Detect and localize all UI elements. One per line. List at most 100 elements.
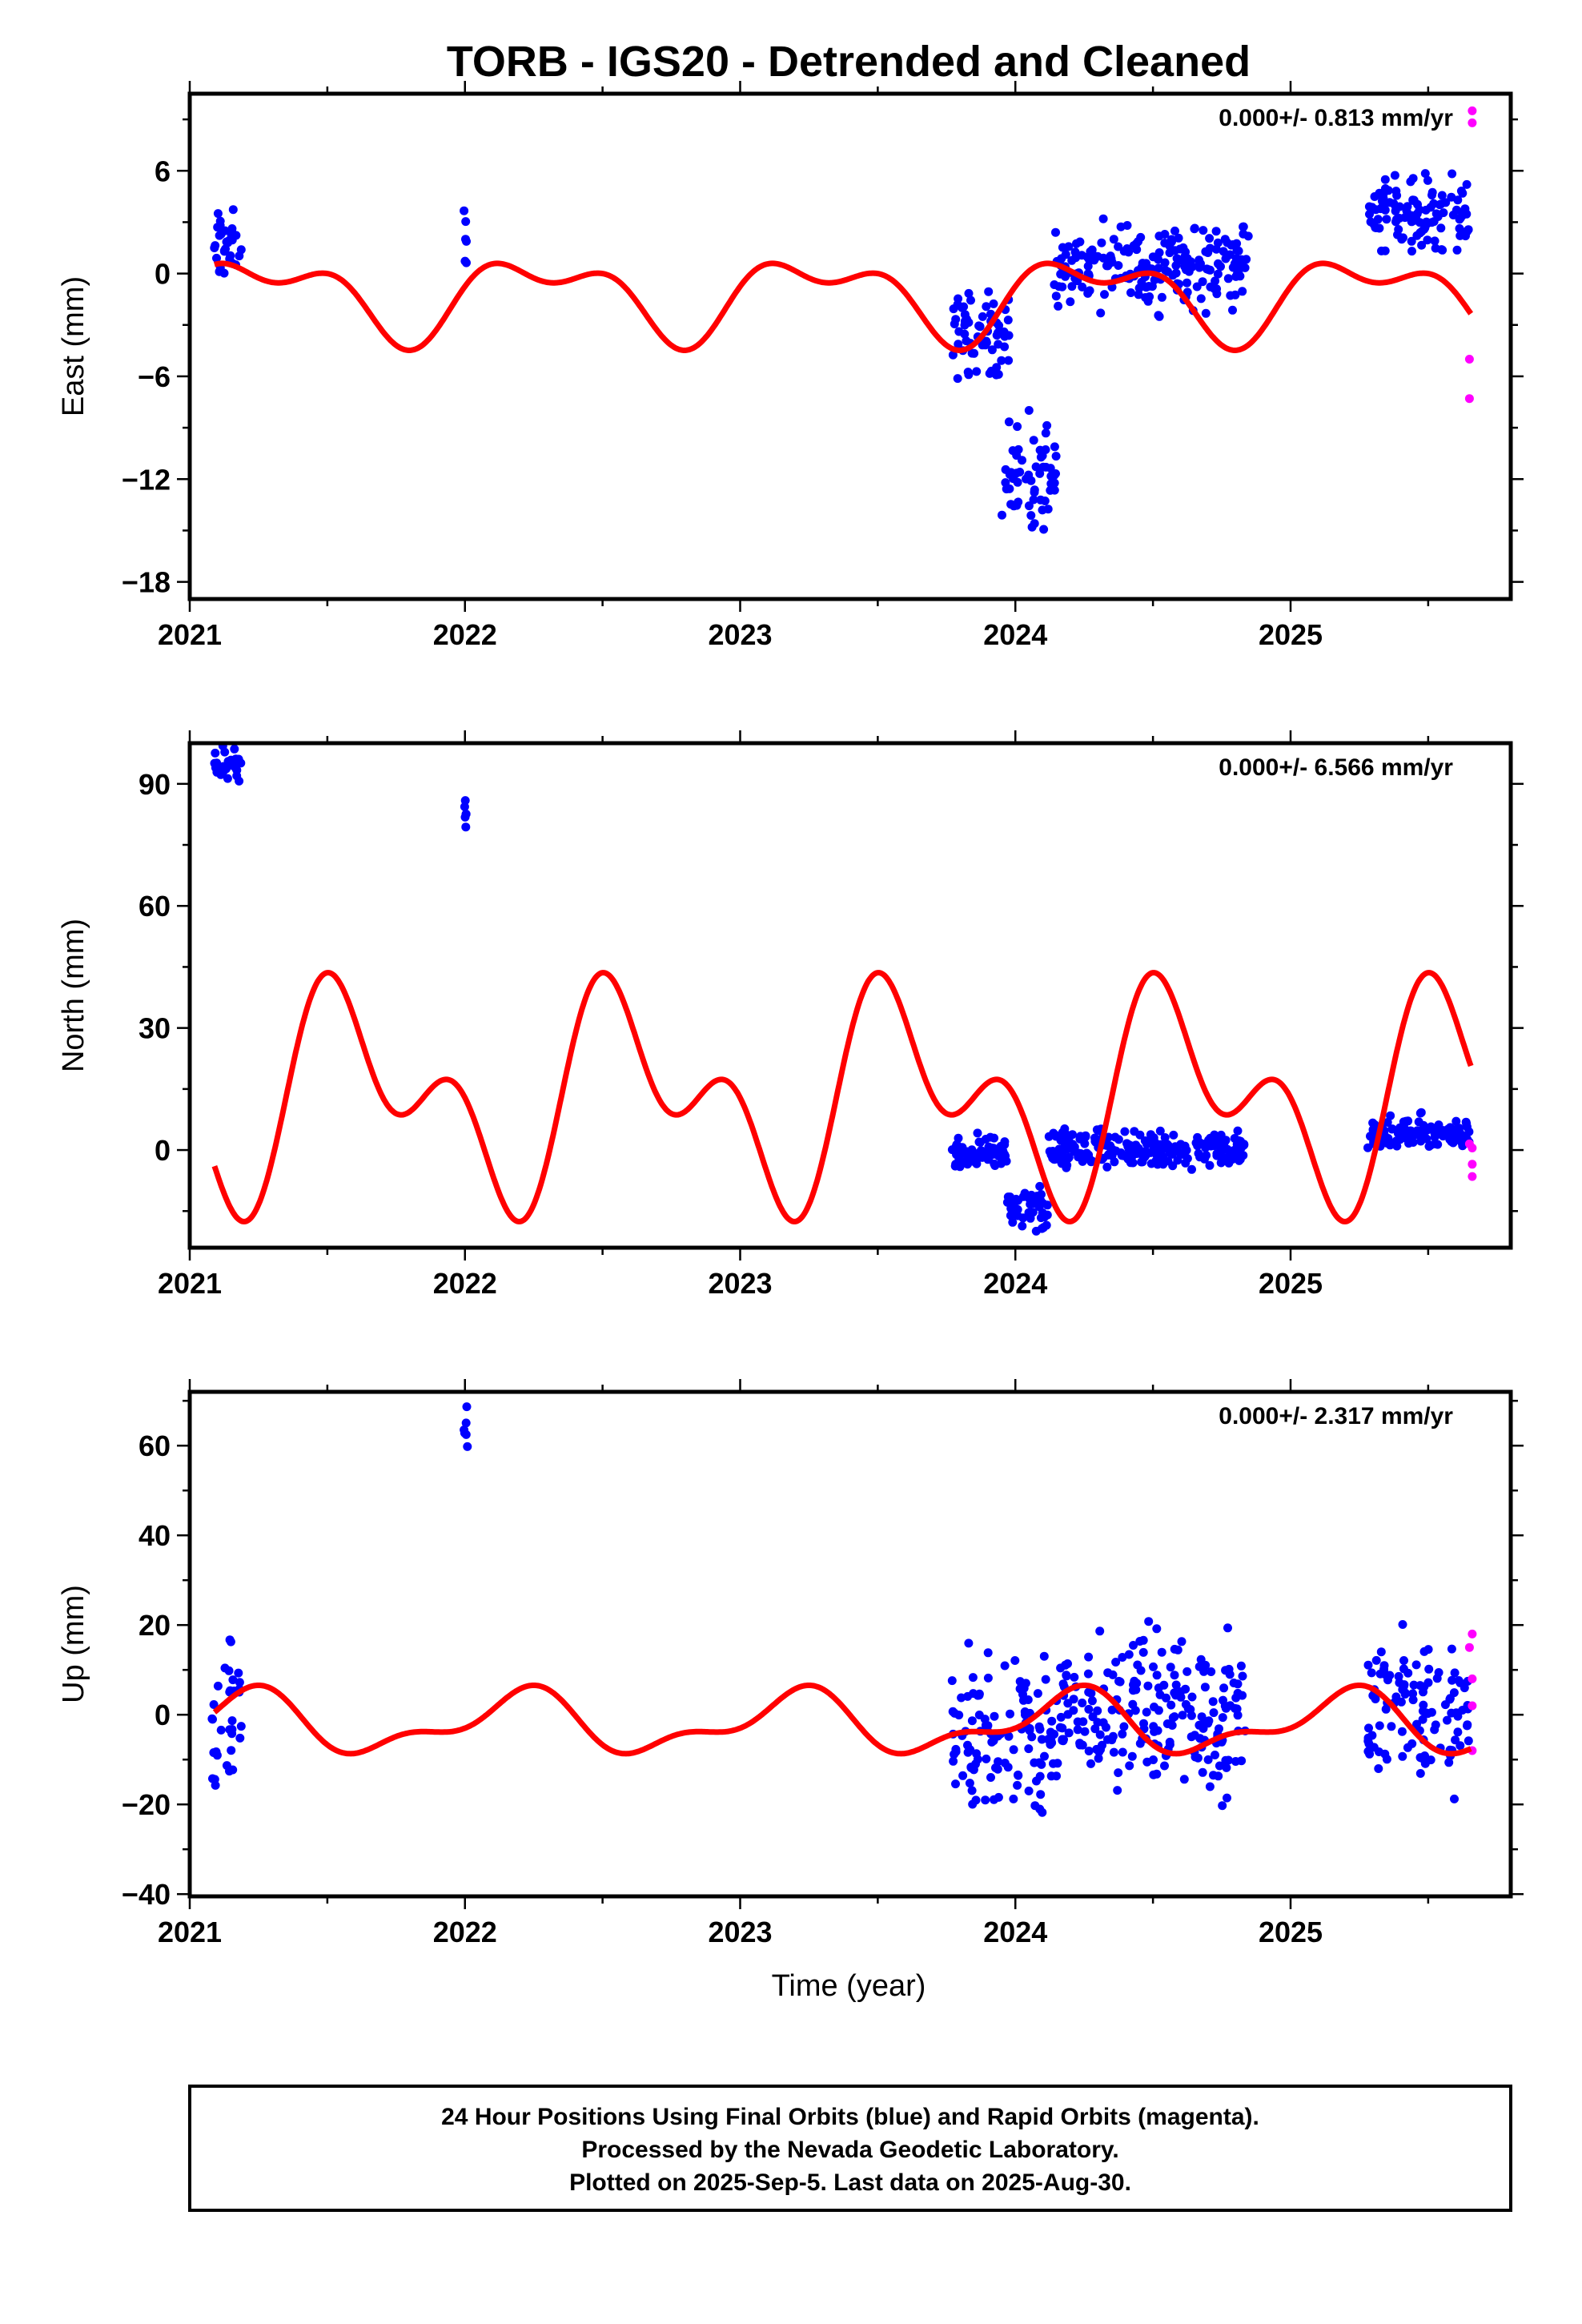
final-orbit-point xyxy=(983,1155,993,1164)
final-orbit-point xyxy=(1024,501,1034,511)
final-orbit-point xyxy=(1433,1140,1443,1149)
final-orbit-point xyxy=(994,370,1003,379)
y-tick-label: 90 xyxy=(139,768,171,801)
final-orbit-point xyxy=(1364,1723,1373,1733)
final-orbit-point xyxy=(1132,1679,1142,1688)
final-orbit-point xyxy=(1422,1708,1431,1718)
final-orbit-point xyxy=(1037,1224,1046,1233)
final-orbit-point xyxy=(1391,215,1401,224)
final-orbit-point xyxy=(1152,1624,1162,1634)
final-orbit-point xyxy=(227,1746,236,1755)
final-orbit-point xyxy=(212,1751,222,1760)
velocity-rate-label: 0.000+/- 2.317 mm/yr xyxy=(1219,1403,1453,1429)
final-orbit-point xyxy=(208,1715,217,1724)
final-orbit-point xyxy=(1006,1200,1016,1209)
final-orbit-point xyxy=(1031,462,1041,472)
final-orbit-point xyxy=(958,1771,968,1780)
final-orbit-point xyxy=(1199,226,1208,235)
final-orbit-point xyxy=(1036,1196,1046,1205)
final-orbit-point xyxy=(1234,246,1243,255)
final-orbit-point xyxy=(972,1159,982,1168)
final-orbit-point xyxy=(998,510,1006,520)
final-orbit-point xyxy=(1166,1700,1176,1710)
plot-frame xyxy=(187,1389,1513,1899)
final-orbit-point xyxy=(1073,1725,1082,1735)
final-orbit-point xyxy=(1182,1667,1192,1676)
final-orbit-point xyxy=(1134,290,1143,300)
final-orbit-point xyxy=(1464,1736,1473,1746)
final-orbit-point xyxy=(1118,1747,1127,1757)
final-orbit-point xyxy=(1127,1751,1137,1761)
final-orbit-point xyxy=(1187,1692,1197,1702)
final-orbit-point xyxy=(1463,1720,1472,1730)
final-orbit-point xyxy=(1056,1712,1066,1722)
final-orbit-point xyxy=(981,1720,990,1730)
final-orbit-point xyxy=(235,1678,244,1687)
y-tick-label: −40 xyxy=(122,1878,171,1911)
final-orbit-point xyxy=(951,1747,961,1756)
final-orbit-point xyxy=(213,209,223,219)
final-orbit-point xyxy=(1047,1716,1057,1726)
final-orbit-point xyxy=(1084,255,1094,264)
final-orbit-point xyxy=(1100,290,1109,300)
final-orbit-point xyxy=(1227,240,1236,250)
final-orbit-point xyxy=(1182,287,1192,297)
final-orbit-point xyxy=(1082,1150,1092,1160)
final-orbit-point xyxy=(964,1155,974,1164)
final-orbit-point xyxy=(1387,1124,1397,1134)
final-orbit-point xyxy=(948,350,958,360)
final-orbit-point xyxy=(1075,1740,1085,1750)
final-orbit-point xyxy=(1182,278,1191,287)
final-orbit-point xyxy=(1096,308,1106,318)
final-orbit-point xyxy=(1061,1129,1070,1139)
final-orbit-point xyxy=(1154,248,1164,257)
final-orbit-point xyxy=(1111,1658,1121,1667)
final-orbit-point xyxy=(1113,1786,1122,1795)
final-orbit-point xyxy=(1053,1759,1062,1768)
final-orbit-point xyxy=(1150,1727,1159,1736)
final-orbit-point xyxy=(998,1147,1008,1156)
final-orbit-point xyxy=(1070,1672,1079,1682)
final-orbit-point xyxy=(968,1673,978,1683)
final-orbit-point xyxy=(460,796,470,806)
final-orbit-point xyxy=(1129,241,1138,251)
x-tick-label: 2025 xyxy=(1259,1916,1323,1948)
final-orbit-point xyxy=(1397,1727,1407,1736)
final-orbit-point xyxy=(1203,1755,1213,1764)
final-orbit-point xyxy=(1124,1650,1134,1659)
final-orbit-point xyxy=(1036,1790,1046,1799)
final-orbit-point xyxy=(969,1765,978,1775)
final-orbit-point xyxy=(1228,305,1237,315)
final-orbit-point xyxy=(1363,1747,1373,1756)
final-orbit-point xyxy=(1039,525,1049,534)
final-orbit-point xyxy=(1455,215,1464,224)
final-orbit-point xyxy=(1191,1752,1200,1762)
final-orbit-point xyxy=(213,1681,223,1691)
final-orbit-point xyxy=(1035,1181,1045,1191)
final-orbit-point xyxy=(1377,196,1387,206)
final-orbit-point xyxy=(1170,1644,1179,1654)
final-orbit-point xyxy=(1201,1143,1211,1152)
final-orbit-point xyxy=(1013,1780,1022,1790)
final-orbit-point xyxy=(1062,1160,1072,1170)
final-orbit-point xyxy=(1142,1757,1152,1767)
final-orbit-point xyxy=(1109,1747,1118,1757)
final-orbit-point xyxy=(1061,250,1070,259)
final-orbit-point xyxy=(951,315,961,324)
final-orbit-point xyxy=(1171,1680,1181,1690)
final-orbit-point xyxy=(1024,406,1034,415)
final-orbit-point xyxy=(1198,277,1207,287)
final-orbit-point xyxy=(1127,1152,1137,1162)
final-orbit-point xyxy=(1000,342,1010,352)
final-orbit-point xyxy=(228,1675,238,1685)
final-orbit-point xyxy=(1027,522,1037,532)
final-orbit-point xyxy=(1018,1221,1027,1231)
final-orbit-point xyxy=(1415,205,1424,215)
final-orbit-point xyxy=(1126,1141,1135,1150)
final-orbit-point xyxy=(1076,1132,1085,1141)
final-orbit-point xyxy=(1120,1127,1130,1136)
final-orbit-point xyxy=(1367,1668,1376,1678)
rapid-orbit-point xyxy=(1464,394,1474,404)
final-orbit-point xyxy=(964,1638,974,1648)
final-orbit-point xyxy=(209,1700,219,1709)
